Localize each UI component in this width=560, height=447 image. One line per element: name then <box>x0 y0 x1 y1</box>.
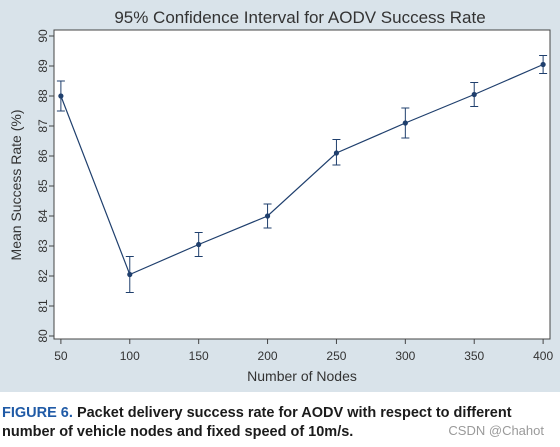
caption-label: FIGURE 6. <box>2 405 73 421</box>
y-tick-label: 89 <box>36 59 50 73</box>
y-tick-label: 85 <box>36 179 50 193</box>
data-point <box>540 61 546 68</box>
x-tick-label: 400 <box>533 349 553 363</box>
y-axis-label: Mean Success Rate (%) <box>8 110 24 261</box>
x-tick-label: 100 <box>120 349 140 363</box>
data-point <box>333 150 340 156</box>
data-point <box>471 91 477 98</box>
y-tick-label: 90 <box>36 29 50 43</box>
data-point <box>196 241 202 248</box>
watermark: CSDN @Chahot <box>448 423 544 438</box>
x-tick-label: 250 <box>326 349 346 363</box>
y-tick-label: 82 <box>36 269 50 283</box>
x-axis-label: Number of Nodes <box>247 368 357 384</box>
y-tick-label: 80 <box>36 329 50 343</box>
x-axis: 50 100 150 200 250 300 350 400 <box>54 339 553 363</box>
series-line-group <box>60 63 544 276</box>
y-tick-label: 87 <box>36 119 50 133</box>
data-point <box>58 93 64 99</box>
figure-caption: FIGURE 6. Packet delivery success rate f… <box>2 404 558 442</box>
data-points <box>58 61 546 278</box>
x-tick-label: 350 <box>464 349 484 363</box>
y-tick-label: 88 <box>36 89 50 103</box>
x-tick-label: 150 <box>189 349 209 363</box>
chart-svg: 95% Confidence Interval for AODV Success… <box>8 8 553 384</box>
chart-title: 95% Confidence Interval for AODV Success… <box>114 8 485 27</box>
caption-text: Packet delivery success rate for AODV wi… <box>2 405 512 440</box>
x-tick-label: 300 <box>395 349 415 363</box>
data-point <box>127 271 133 278</box>
y-tick-label: 86 <box>36 149 50 163</box>
y-axis: 80 81 82 83 84 85 86 87 88 89 90 <box>36 29 54 343</box>
y-tick-label: 81 <box>36 299 50 313</box>
y-tick-label: 84 <box>36 209 50 223</box>
data-point <box>402 120 408 126</box>
data-point <box>264 213 271 219</box>
x-tick-label: 50 <box>54 349 68 363</box>
x-tick-label: 200 <box>258 349 278 363</box>
chart-figure: 95% Confidence Interval for AODV Success… <box>0 0 560 392</box>
y-tick-label: 83 <box>36 239 50 253</box>
series-line <box>60 63 544 276</box>
